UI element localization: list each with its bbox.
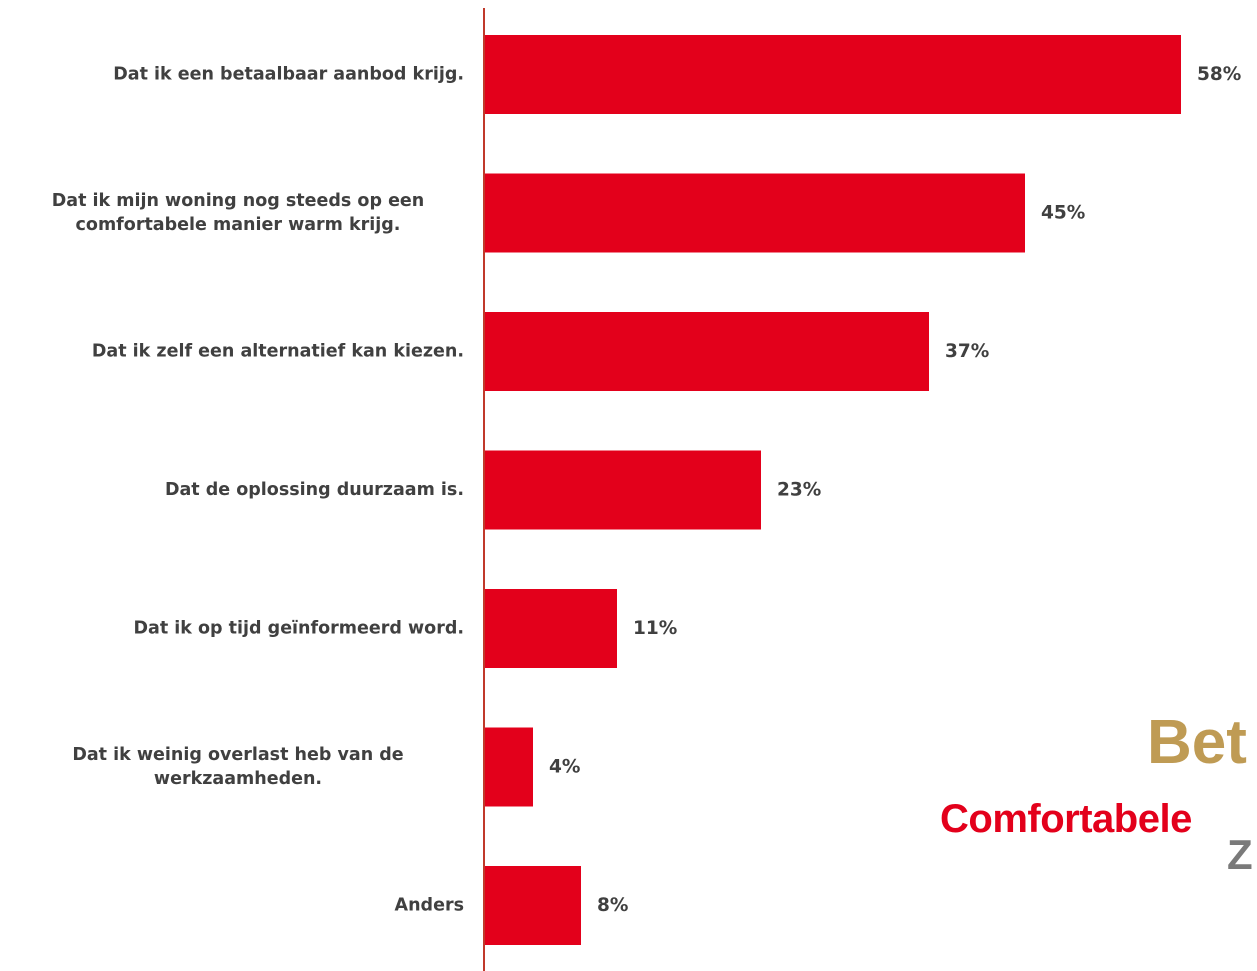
category-label-line: Dat ik weinig overlast heb van de (72, 745, 403, 765)
category-label-line: Dat de oplossing duurzaam is. (165, 480, 464, 500)
category-label: Dat de oplossing duurzaam is. (165, 480, 464, 500)
category-labels-group: Dat ik een betaalbaar aanbod krijg. Dat i… (52, 65, 464, 916)
category-label-line: Dat ik zelf een alternatief kan kiezen. (92, 342, 464, 362)
value-label: 8% (597, 895, 628, 916)
word-cloud-word: Z (1227, 831, 1253, 878)
category-label: Dat ik weinig overlast heb van de werkzaa… (72, 745, 403, 789)
bars-group (485, 35, 1181, 945)
bar (485, 35, 1181, 114)
category-label: Dat ik mijn woning nog steeds op een comf… (52, 191, 425, 235)
category-label-line: werkzaamheden. (154, 769, 322, 789)
value-label: 4% (549, 757, 580, 778)
category-label: Dat ik zelf een alternatief kan kiezen. (92, 342, 464, 362)
category-label: Anders (395, 896, 464, 916)
bar (485, 866, 581, 945)
bar (485, 727, 533, 807)
category-label-line: Dat ik mijn woning nog steeds op een (52, 191, 425, 211)
value-label: 58% (1197, 64, 1241, 85)
category-label: Dat ik op tijd geïnformeerd word. (134, 619, 464, 639)
category-label: Dat ik een betaalbaar aanbod krijg. (113, 65, 464, 85)
word-cloud-word: Comfortabele (940, 797, 1192, 841)
bar (485, 312, 929, 391)
value-label: 23% (777, 480, 821, 501)
bar (485, 450, 761, 530)
value-labels-group: 58% 45% 37% 23% 11% 4% 8% (549, 64, 1241, 916)
category-label-line: comfortabele manier warm krijg. (76, 215, 401, 235)
bar (485, 589, 617, 668)
value-label: 11% (633, 618, 677, 639)
value-label: 45% (1041, 203, 1085, 224)
bar (485, 173, 1025, 253)
value-label: 37% (945, 341, 989, 362)
category-label-line: Dat ik een betaalbaar aanbod krijg. (113, 65, 464, 85)
category-label-line: Anders (395, 896, 464, 916)
category-label-line: Dat ik op tijd geïnformeerd word. (134, 619, 464, 639)
word-cloud-word: Bet (1147, 708, 1247, 777)
